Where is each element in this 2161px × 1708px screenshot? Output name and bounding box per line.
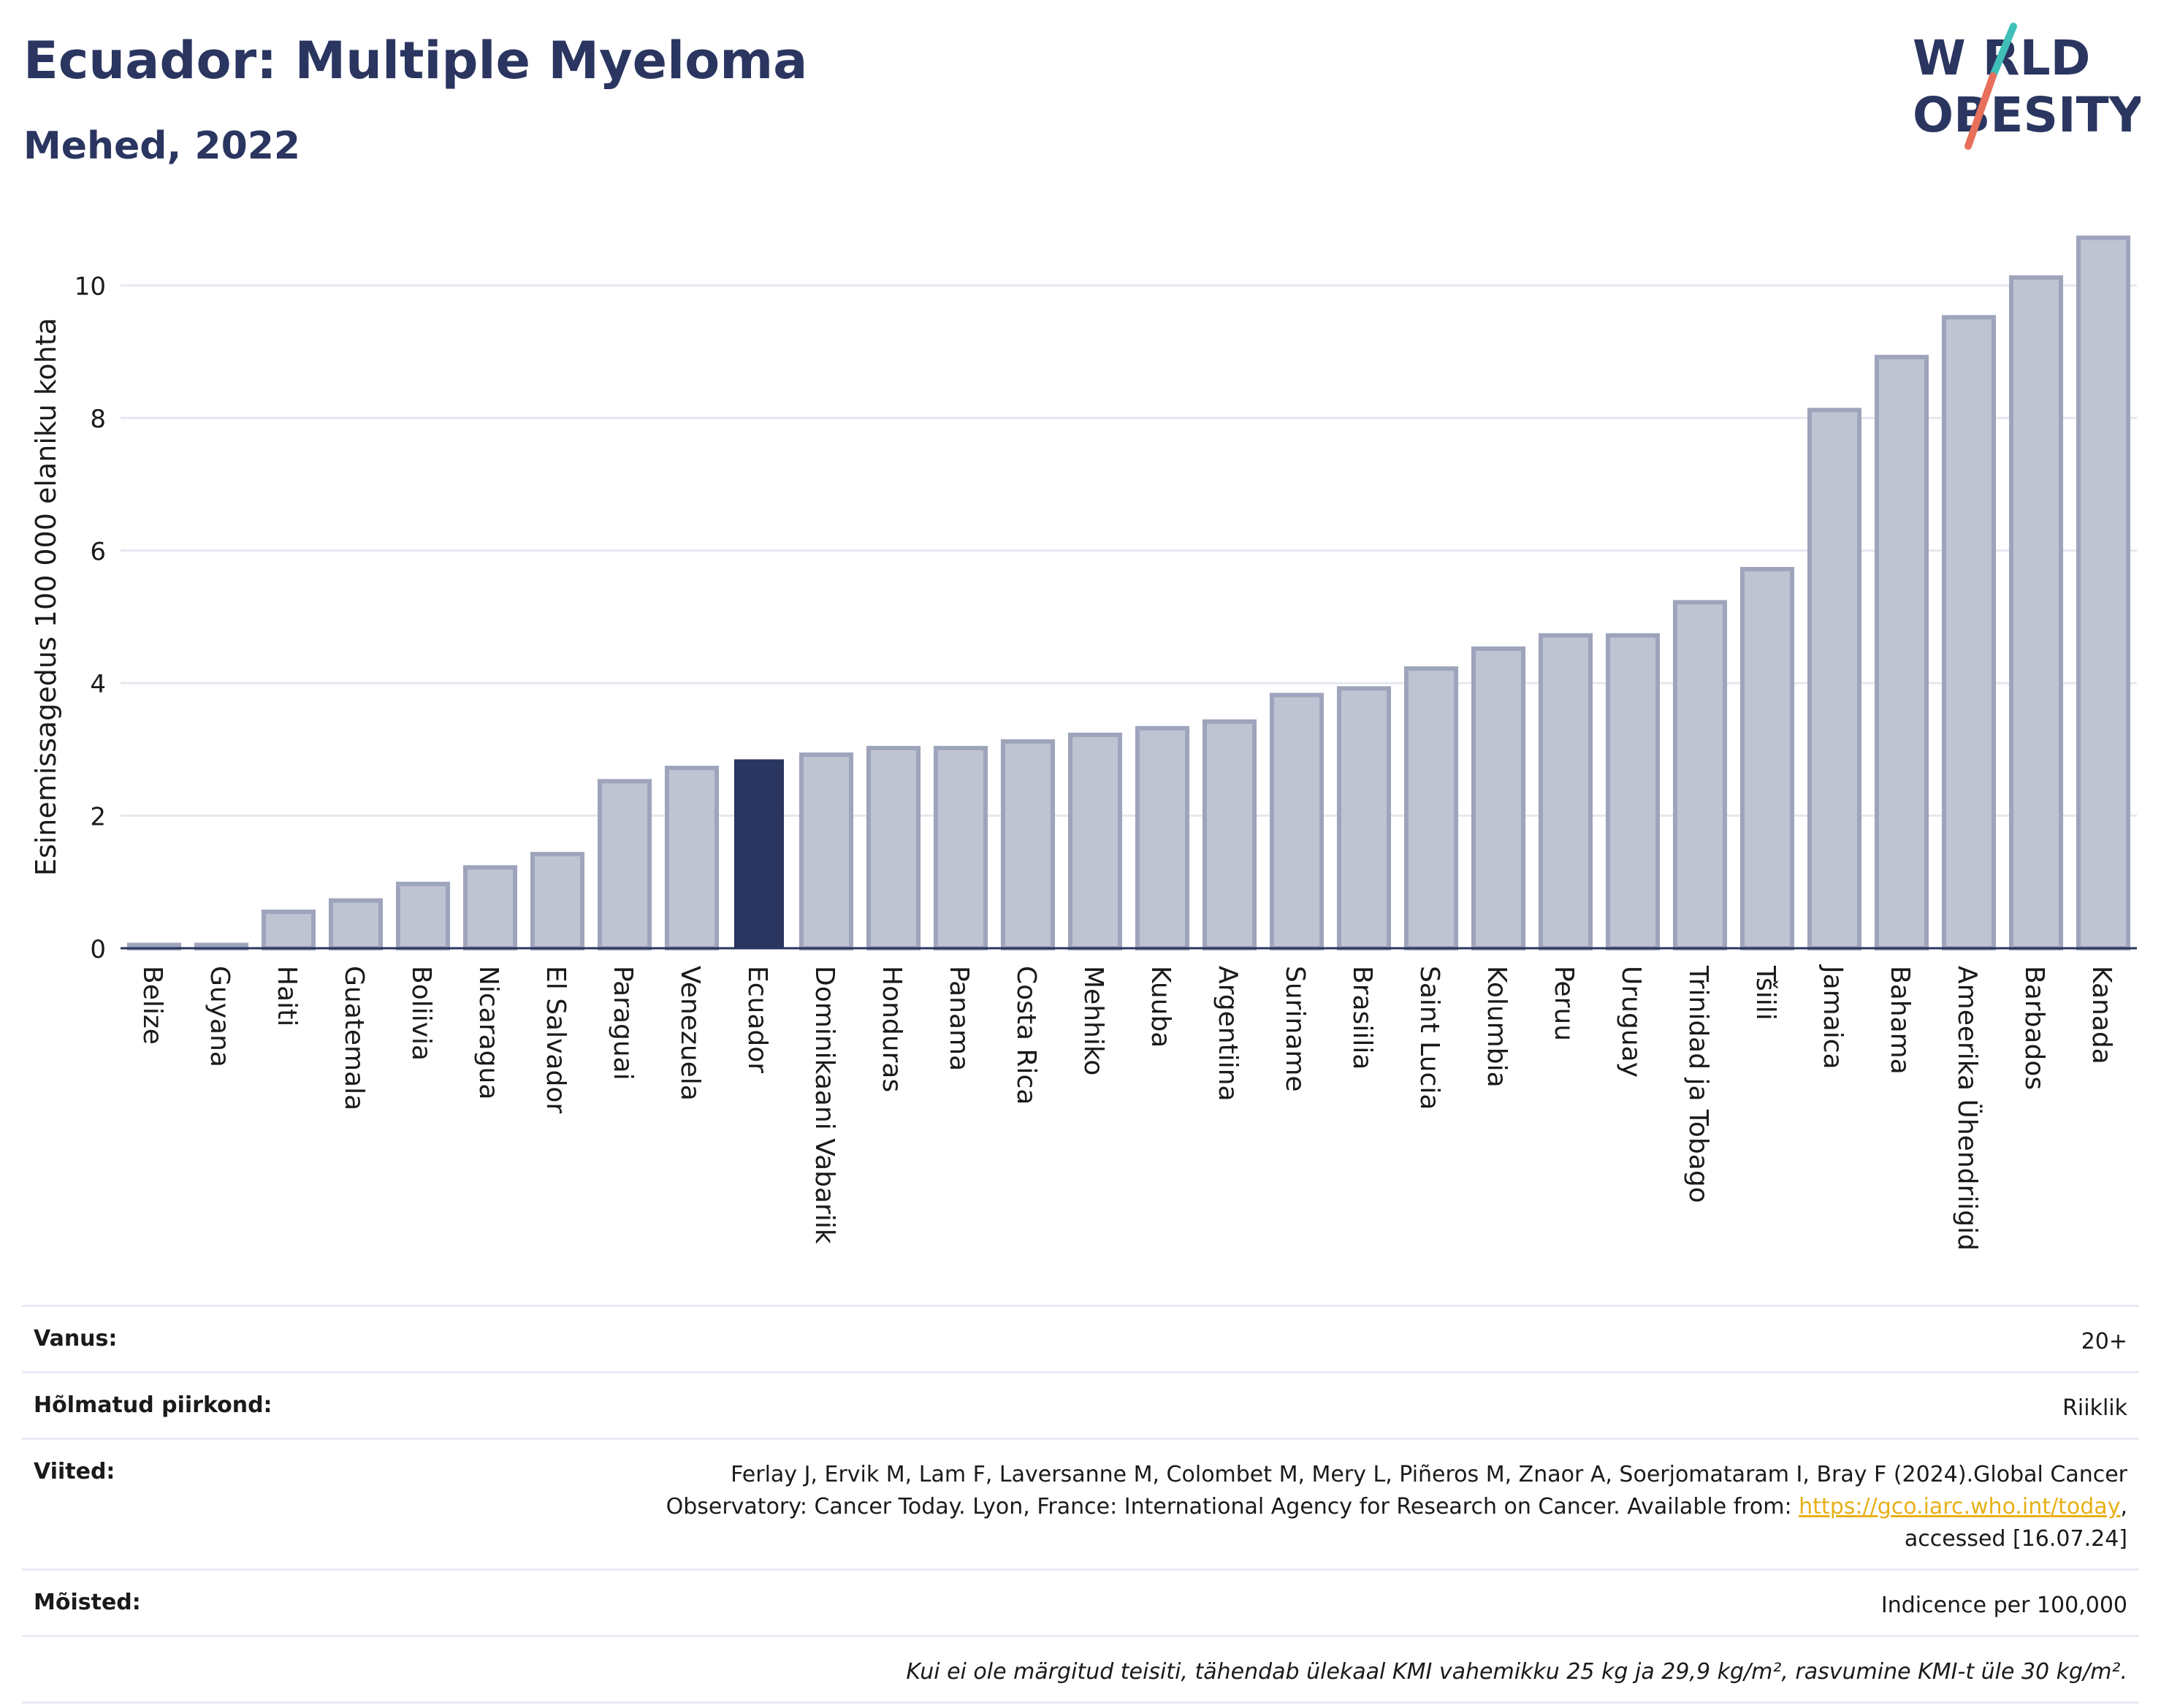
references-link[interactable]: https://gco.iarc.who.int/today <box>1799 1494 2121 1520</box>
x-tick-label: Guatemala <box>339 966 369 1110</box>
bar-costa-rica <box>1000 739 1056 950</box>
bar-ameerika-hendriigid <box>1941 315 1997 950</box>
logo-slash-top <box>1989 23 2017 80</box>
bar-jamaica <box>1807 408 1862 950</box>
bar-boliivia <box>395 881 451 950</box>
meta-note: Kui ei ole märgitud teisiti, tähendab ül… <box>906 1659 2127 1685</box>
x-tick-label: Suriname <box>1280 966 1310 1092</box>
meta-references-value: Ferlay J, Ervik M, Lam F, Laversanne M, … <box>593 1459 2127 1555</box>
meta-definitions-label: Mõisted: <box>34 1590 141 1615</box>
bar-dominikaani-vabariik <box>799 752 854 951</box>
bar-el-salvador <box>530 852 585 950</box>
metadata-table: Vanus: 20+ Hõlmatud piirkond: Riiklik Vi… <box>22 1305 2139 1704</box>
x-tick-label: Kanada <box>2086 966 2116 1064</box>
bar-kuuba <box>1135 725 1190 950</box>
x-tick-label: Panama <box>944 966 974 1071</box>
x-tick-label: Belize <box>137 966 167 1045</box>
x-tick-label: Honduras <box>877 966 907 1092</box>
x-tick-label: Trinidad ja Tobago <box>1683 965 1713 1203</box>
x-tick-label: Kuuba <box>1146 966 1175 1048</box>
x-tick-label: Ecuador <box>742 966 772 1073</box>
x-tick-label: Ameerika Ühendriigid <box>1952 966 1983 1251</box>
bar-brasiilia <box>1336 686 1392 951</box>
y-tick-label: 6 <box>90 538 106 567</box>
bar-argentiina <box>1202 719 1257 950</box>
meta-definitions-value: Indicence per 100,000 <box>1880 1593 2127 1618</box>
bar-chart: 0 2 4 6 8 10 Belize Guyana Haiti Guatemala Boliivi… <box>30 235 2137 1251</box>
meta-row-age: Vanus: 20+ <box>22 1305 2139 1371</box>
world-obesity-logo: W RLD OBESITY <box>1913 23 2141 150</box>
meta-references-label: Viited: <box>34 1459 115 1484</box>
x-tick-label: Brasiilia <box>1347 966 1377 1070</box>
bar-bahama <box>1874 354 1929 951</box>
x-tick-label: Jamaica <box>1818 964 1848 1070</box>
x-tick-label: El Salvador <box>541 966 571 1113</box>
x-tick-label: Nicaragua <box>473 966 503 1099</box>
bar-nicaragua <box>462 865 518 951</box>
x-tick-label: Barbados <box>2019 966 2049 1090</box>
meta-references-text: Ferlay J, Ervik M, Lam F, Laversanne M, … <box>666 1462 2127 1520</box>
bar-paraguai <box>597 779 652 951</box>
meta-references-accessed: , accessed [16.07.24] <box>1904 1494 2127 1552</box>
bar-kolumbia <box>1471 646 1526 950</box>
x-tick-label: Dominikaani Vabariik <box>809 966 839 1244</box>
y-axis-label: Esinemissagedus 100 000 elaniku kohta <box>30 318 62 876</box>
logo-slash-bottom <box>1964 72 1997 150</box>
x-tick-label: Peruu <box>1549 966 1579 1041</box>
x-tick-label: Mehhiko <box>1078 966 1108 1075</box>
y-tick-label: 4 <box>90 670 106 699</box>
bar-ecuador <box>733 759 785 948</box>
meta-row-region: Hõlmatud piirkond: Riiklik <box>22 1371 2139 1438</box>
bar-saint-lucia <box>1403 666 1459 950</box>
bar-mehhiko <box>1067 732 1123 950</box>
bars <box>126 235 2131 951</box>
meta-age-label: Vanus: <box>34 1326 118 1351</box>
bar-kanada <box>2076 235 2131 950</box>
bar-honduras <box>866 746 921 951</box>
chart-title: Ecuador: Multiple Myeloma <box>23 31 808 91</box>
bar-haiti <box>261 910 316 950</box>
gridlines <box>121 284 2137 817</box>
bar-panama <box>933 746 988 951</box>
x-tick-label: Paraguai <box>608 966 638 1080</box>
bar-venezuela <box>664 766 720 950</box>
x-tick-label: Kolumbia <box>1482 966 1512 1088</box>
logo-line2: OBESITY <box>1913 87 2141 143</box>
meta-region-label: Hõlmatud piirkond: <box>34 1392 272 1418</box>
x-tick-label: Tšiili <box>1750 965 1780 1021</box>
x-tick-label: Boliivia <box>406 966 436 1061</box>
meta-age-value: 20+ <box>2081 1329 2127 1354</box>
x-tick-label: Costa Rica <box>1011 966 1041 1105</box>
y-tick-label: 8 <box>90 405 106 434</box>
x-tick-label: Argentiina <box>1213 966 1243 1102</box>
axes: 0 2 4 6 8 10 Belize Guyana Haiti Guatemala Boliivi… <box>75 272 2137 1251</box>
y-tick-label: 2 <box>90 803 106 832</box>
x-tick-label: Uruguay <box>1616 966 1646 1078</box>
bar-peruu <box>1538 633 1593 950</box>
bar-barbados <box>2008 275 2064 950</box>
bar-uruguay <box>1605 633 1661 950</box>
x-tick-label: Venezuela <box>675 966 705 1101</box>
bar-guatemala <box>328 898 384 951</box>
x-tick-label: Guyana <box>205 966 235 1067</box>
x-tick-label: Saint Lucia <box>1414 966 1444 1110</box>
chart-subtitle: Mehed, 2022 <box>23 124 301 168</box>
x-tick-label: Haiti <box>272 966 302 1026</box>
meta-row-definitions: Mõisted: Indicence per 100,000 <box>22 1568 2139 1635</box>
meta-row-note: Kui ei ole märgitud teisiti, tähendab ül… <box>22 1635 2139 1704</box>
meta-row-references: Viited: Ferlay J, Ervik M, Lam F, Lavers… <box>22 1438 2139 1568</box>
bar-trinidad-ja-tobago <box>1672 600 1728 950</box>
x-tick-label: Bahama <box>1885 966 1915 1075</box>
bar-t-iili <box>1739 567 1795 950</box>
y-tick-label: 10 <box>75 272 106 302</box>
y-tick-label: 0 <box>90 935 106 964</box>
bar-suriname <box>1269 693 1325 950</box>
meta-region-value: Riiklik <box>2062 1395 2127 1421</box>
